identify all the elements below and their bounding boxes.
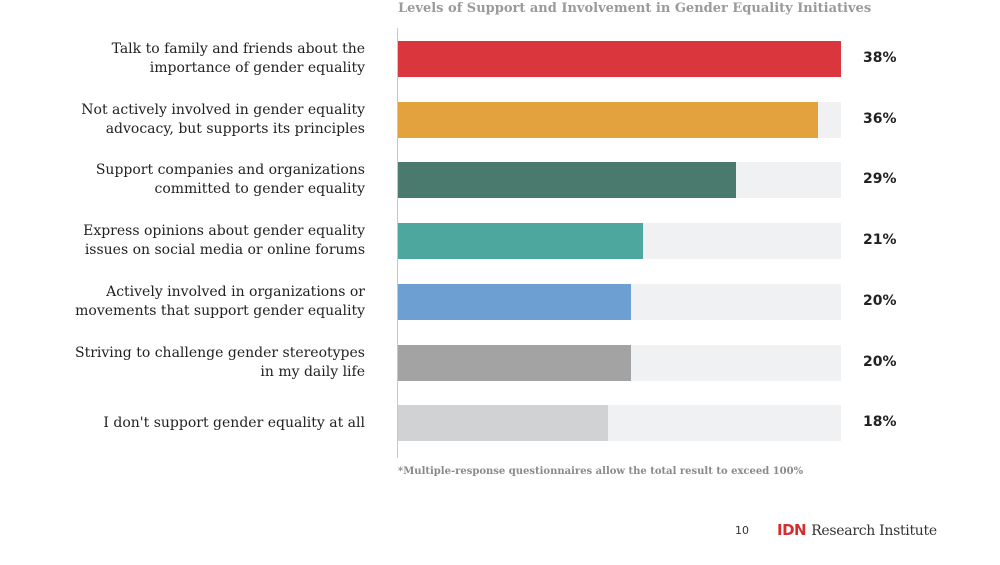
- category-label: Not actively involved in gender equality…: [65, 101, 365, 139]
- value-label: 18%: [863, 414, 897, 431]
- category-label: Talk to family and friends about the impo…: [65, 40, 365, 78]
- category-label-line: committed to gender equality: [154, 181, 365, 198]
- category-label: Actively involved in organizations or mov…: [65, 283, 365, 321]
- idn-logo: IDN Research Institute: [777, 520, 937, 539]
- category-label-line: Talk to family and friends about the: [111, 41, 365, 57]
- category-label: Support companies and organizations commi…: [65, 161, 365, 199]
- category-label: Express opinions about gender equality is…: [65, 222, 365, 260]
- category-label-line: in my daily life: [260, 363, 365, 380]
- category-label: I don't support gender equality at all: [65, 414, 365, 433]
- value-label: 38%: [863, 50, 897, 66]
- category-label-line: I don't support gender equality at all: [103, 414, 365, 431]
- bar: [398, 223, 643, 260]
- logo-mark: IDN: [777, 521, 807, 539]
- value-label: 36%: [863, 110, 897, 127]
- value-label: 21%: [863, 232, 897, 249]
- category-label-line: advocacy, but supports its principles: [105, 120, 365, 137]
- category-label-line: movements that support gender equality: [75, 302, 365, 319]
- category-label-line: Actively involved in organizations or: [106, 283, 365, 300]
- bar: [398, 101, 818, 138]
- value-label: 20%: [863, 292, 897, 309]
- y-axis-line: [397, 28, 398, 458]
- category-label: Striving to challenge gender stereotypes…: [65, 344, 365, 382]
- value-label: 29%: [863, 171, 897, 188]
- page-number: 10: [735, 524, 749, 537]
- bar: [398, 405, 608, 442]
- category-label-line: importance of gender equality: [149, 60, 365, 76]
- category-label-line: Not actively involved in gender equality: [81, 101, 365, 118]
- logo-text: Research Institute: [811, 523, 937, 539]
- bar: [398, 162, 737, 199]
- category-label-line: issues on social media or online forums: [84, 242, 365, 259]
- bar: [398, 344, 632, 381]
- chart-footnote: *Multiple-response questionnaires allow …: [398, 466, 804, 477]
- value-label: 20%: [863, 353, 897, 370]
- category-label-line: Striving to challenge gender stereotypes: [75, 344, 365, 361]
- category-label-line: Support companies and organizations: [95, 162, 365, 179]
- category-label-line: Express opinions about gender equality: [83, 223, 365, 240]
- bar: [398, 41, 841, 77]
- bar: [398, 283, 632, 320]
- chart-title: Levels of Support and Involvement in Gen…: [398, 1, 872, 16]
